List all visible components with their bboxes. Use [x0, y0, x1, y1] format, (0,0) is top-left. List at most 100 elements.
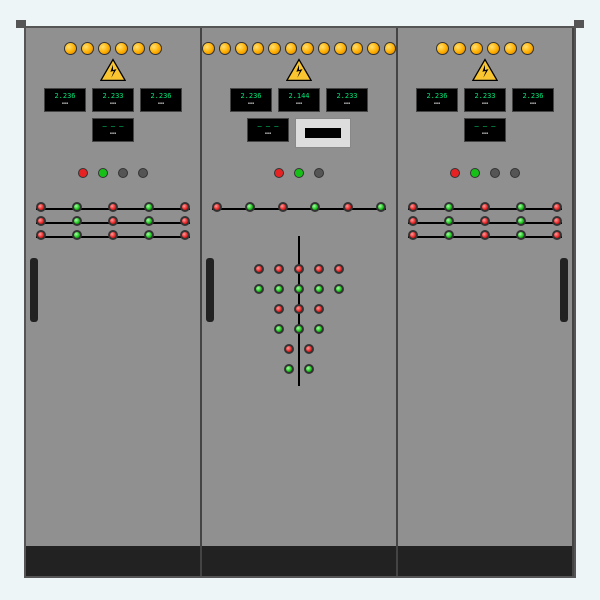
red-lamp[interactable] — [552, 202, 562, 212]
red-lamp[interactable] — [180, 230, 190, 240]
red-lamp[interactable] — [314, 304, 324, 314]
busbar — [408, 222, 562, 224]
push-button[interactable] — [450, 168, 460, 178]
green-lamp[interactable] — [516, 216, 526, 226]
green-lamp[interactable] — [334, 284, 344, 294]
green-lamp[interactable] — [144, 202, 154, 212]
status-lamp — [504, 42, 517, 55]
red-lamp[interactable] — [254, 264, 264, 274]
green-lamp[interactable] — [376, 202, 386, 212]
busbar — [36, 208, 190, 210]
meter-reading: 2.233 — [336, 93, 357, 100]
green-lamp[interactable] — [294, 284, 304, 294]
green-lamp[interactable] — [314, 284, 324, 294]
green-lamp[interactable] — [274, 324, 284, 334]
red-lamp[interactable] — [480, 216, 490, 226]
red-lamp[interactable] — [36, 230, 46, 240]
door-handle[interactable] — [206, 258, 214, 322]
red-lamp[interactable] — [552, 230, 562, 240]
red-lamp[interactable] — [284, 344, 294, 354]
status-lamp — [521, 42, 534, 55]
green-lamp[interactable] — [444, 202, 454, 212]
green-lamp[interactable] — [72, 216, 82, 226]
push-button[interactable] — [138, 168, 148, 178]
red-lamp[interactable] — [212, 202, 222, 212]
push-button[interactable] — [294, 168, 304, 178]
red-lamp[interactable] — [108, 202, 118, 212]
high-voltage-sign — [100, 58, 126, 82]
red-lamp[interactable] — [343, 202, 353, 212]
red-lamp[interactable] — [274, 264, 284, 274]
push-button[interactable] — [490, 168, 500, 178]
push-button[interactable] — [510, 168, 520, 178]
red-lamp[interactable] — [180, 202, 190, 212]
status-lamp — [149, 42, 162, 55]
plc-controller[interactable] — [295, 118, 351, 148]
high-voltage-sign — [286, 58, 312, 82]
door-handle[interactable] — [30, 258, 38, 322]
panel-left: 2.236▪▪▪2.233▪▪▪2.236▪▪▪— — —▪▪▪ — [26, 28, 202, 576]
status-lamp — [252, 42, 265, 55]
status-lamp — [268, 42, 281, 55]
red-lamp[interactable] — [304, 344, 314, 354]
push-button[interactable] — [274, 168, 284, 178]
green-lamp[interactable] — [274, 284, 284, 294]
green-lamp[interactable] — [254, 284, 264, 294]
red-lamp[interactable] — [314, 264, 324, 274]
red-lamp[interactable] — [334, 264, 344, 274]
push-button[interactable] — [314, 168, 324, 178]
green-lamp[interactable] — [144, 230, 154, 240]
red-lamp[interactable] — [408, 230, 418, 240]
green-lamp[interactable] — [245, 202, 255, 212]
panel-right: 2.236▪▪▪2.233▪▪▪2.236▪▪▪— — —▪▪▪ — [398, 28, 574, 576]
push-button[interactable] — [78, 168, 88, 178]
status-lamp — [64, 42, 77, 55]
red-lamp[interactable] — [552, 216, 562, 226]
red-lamp[interactable] — [108, 216, 118, 226]
status-lamp — [115, 42, 128, 55]
status-lamp — [384, 42, 397, 55]
digital-meter: 2.236▪▪▪ — [512, 88, 554, 112]
switchboard-cabinet: 2.236▪▪▪2.233▪▪▪2.236▪▪▪— — —▪▪▪2.236▪▪▪… — [24, 26, 576, 578]
green-lamp[interactable] — [314, 324, 324, 334]
red-lamp[interactable] — [408, 216, 418, 226]
door-handle[interactable] — [560, 258, 568, 322]
green-lamp[interactable] — [144, 216, 154, 226]
meter-reading: 2.236 — [54, 93, 75, 100]
status-lamp — [351, 42, 364, 55]
green-lamp[interactable] — [516, 202, 526, 212]
red-lamp[interactable] — [108, 230, 118, 240]
red-lamp[interactable] — [480, 230, 490, 240]
green-lamp[interactable] — [72, 230, 82, 240]
red-lamp[interactable] — [278, 202, 288, 212]
push-button[interactable] — [470, 168, 480, 178]
digital-meter: — — —▪▪▪ — [464, 118, 506, 142]
green-lamp[interactable] — [304, 364, 314, 374]
panel-plinth — [202, 546, 396, 576]
green-lamp[interactable] — [310, 202, 320, 212]
red-lamp[interactable] — [36, 202, 46, 212]
busbar — [36, 236, 190, 238]
green-lamp[interactable] — [284, 364, 294, 374]
green-lamp[interactable] — [444, 216, 454, 226]
red-lamp[interactable] — [294, 304, 304, 314]
breaker-tree — [202, 264, 396, 374]
green-lamp[interactable] — [72, 202, 82, 212]
red-lamp[interactable] — [480, 202, 490, 212]
push-button[interactable] — [98, 168, 108, 178]
push-button[interactable] — [118, 168, 128, 178]
red-lamp[interactable] — [274, 304, 284, 314]
red-lamp[interactable] — [294, 264, 304, 274]
digital-meter: 2.233▪▪▪ — [464, 88, 506, 112]
red-lamp[interactable] — [408, 202, 418, 212]
green-lamp[interactable] — [444, 230, 454, 240]
green-lamp[interactable] — [516, 230, 526, 240]
digital-meter: 2.236▪▪▪ — [140, 88, 182, 112]
meter-reading: 2.236 — [522, 93, 543, 100]
red-lamp[interactable] — [36, 216, 46, 226]
digital-meter: — — —▪▪▪ — [247, 118, 289, 142]
green-lamp[interactable] — [294, 324, 304, 334]
busbar-group — [36, 208, 190, 250]
red-lamp[interactable] — [180, 216, 190, 226]
status-lamp — [98, 42, 111, 55]
